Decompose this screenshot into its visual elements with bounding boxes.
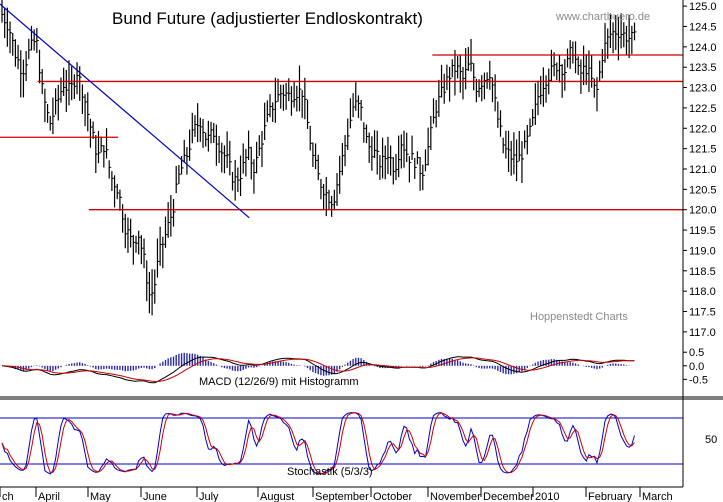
price-tick-label: 123.0 xyxy=(689,83,717,95)
stochastic-d-line xyxy=(1,412,635,475)
month-label: June xyxy=(143,491,167,502)
macd-tick-label: 0.5 xyxy=(689,347,704,359)
price-tick-label: 117.5 xyxy=(689,306,716,318)
chart-title: Bund Future (adjustierter Endloskontrakt… xyxy=(112,9,423,28)
month-label: 2010 xyxy=(535,491,559,502)
watermark-top: www.chartbuero.de xyxy=(555,11,650,23)
month-label: March xyxy=(642,491,673,502)
month-label: August xyxy=(260,491,294,502)
price-tick-label: 120.5 xyxy=(689,184,717,196)
price-tick-label: 124.0 xyxy=(689,42,717,54)
month-label: February xyxy=(588,491,633,502)
price-tick-label: 119.0 xyxy=(689,245,716,257)
price-tick-label: 122.0 xyxy=(689,123,717,135)
price-tick-label: 125.0 xyxy=(689,1,717,13)
stochastic-panel xyxy=(0,412,683,475)
month-label: November xyxy=(430,491,481,502)
macd-tick-label: 0.0 xyxy=(689,361,704,373)
month-label: October xyxy=(373,491,412,502)
month-label: May xyxy=(90,491,111,502)
macd-label: MACD (12/26/9) mit Histogramm xyxy=(199,376,359,388)
month-label: ch xyxy=(2,491,14,502)
price-tick-label: 121.0 xyxy=(689,164,717,176)
watermark-bottom: Hoppenstedt Charts xyxy=(530,311,628,323)
month-label: December xyxy=(483,491,534,502)
price-tick-label: 123.5 xyxy=(689,62,717,74)
stochastic-label: Stochastik (5/3/3) xyxy=(287,466,373,478)
price-tick-label: 124.5 xyxy=(689,21,717,33)
month-label: September xyxy=(315,491,369,502)
price-tick-label: 118.5 xyxy=(689,266,716,278)
price-tick-label: 122.5 xyxy=(689,103,717,115)
price-panel xyxy=(0,0,683,316)
stochastic-tick-label: 50 xyxy=(705,434,717,446)
price-tick-label: 119.5 xyxy=(689,225,716,237)
macd-signal-line xyxy=(2,357,635,382)
price-tick-label: 120.0 xyxy=(689,205,717,217)
price-tick-label: 117.0 xyxy=(689,327,716,339)
trend-line xyxy=(0,3,250,219)
stochastic-k-line xyxy=(1,412,635,475)
month-label: April xyxy=(38,491,60,502)
price-tick-label: 118.0 xyxy=(689,286,716,298)
price-tick-label: 121.5 xyxy=(689,144,717,156)
month-label: July xyxy=(199,491,219,502)
macd-tick-label: -0.5 xyxy=(689,374,708,386)
macd-panel xyxy=(1,352,636,384)
